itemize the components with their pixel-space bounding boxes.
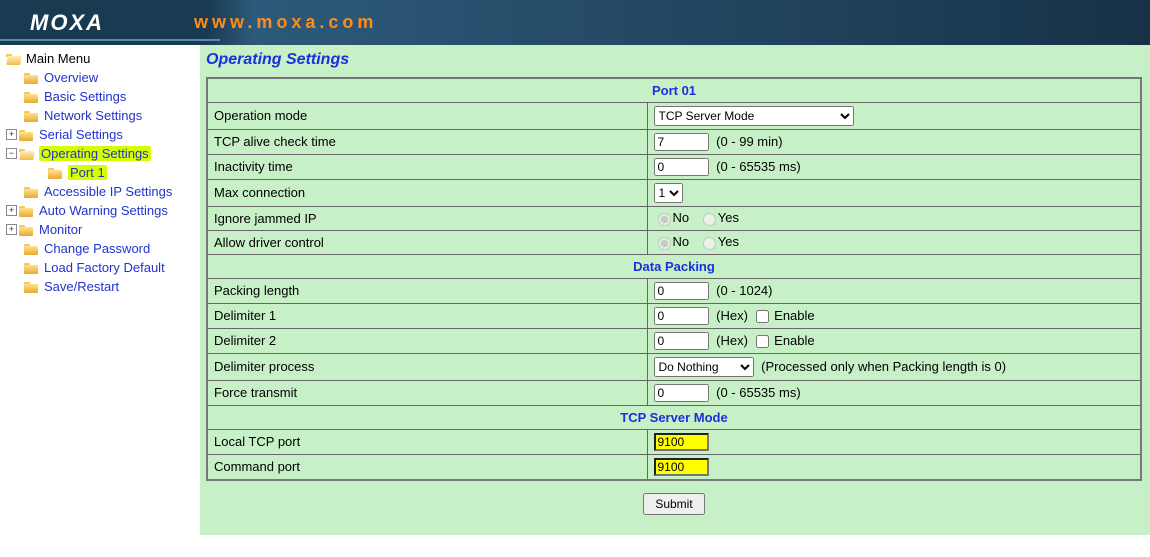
folder-icon bbox=[19, 204, 35, 218]
delim2-enable-label: Enable bbox=[774, 333, 814, 348]
tcp-alive-input[interactable] bbox=[654, 133, 709, 151]
sidebar-item-label[interactable]: Port 1 bbox=[68, 165, 107, 180]
ignore-jammed-yes-radio[interactable] bbox=[703, 213, 716, 226]
expand-icon[interactable]: + bbox=[6, 129, 17, 140]
allow-driver-yes-radio[interactable] bbox=[703, 237, 716, 250]
logo-text: MOXA bbox=[30, 10, 104, 36]
force-tx-input[interactable] bbox=[654, 384, 709, 402]
sidebar-item-accessible-ip-settings[interactable]: Accessible IP Settings bbox=[2, 182, 200, 201]
ignore-jammed-no-label[interactable]: No bbox=[654, 210, 690, 225]
delim1-enable-label: Enable bbox=[774, 308, 814, 323]
row-operation-mode-label: Operation mode bbox=[207, 102, 647, 129]
sidebar-item-serial-settings[interactable]: + Serial Settings bbox=[2, 125, 200, 144]
sidebar-item-label[interactable]: Basic Settings bbox=[44, 89, 126, 104]
row-force-tx-label: Force transmit bbox=[207, 380, 647, 405]
cmd-port-input[interactable] bbox=[654, 458, 709, 476]
sidebar-item-auto-warning-settings[interactable]: + Auto Warning Settings bbox=[2, 201, 200, 220]
delim1-hint: (Hex) bbox=[716, 308, 748, 323]
sidebar-item-change-password[interactable]: Change Password bbox=[2, 239, 200, 258]
row-tcp-alive-label: TCP alive check time bbox=[207, 129, 647, 154]
section-port: Port 01 bbox=[207, 78, 1141, 102]
logo-underline bbox=[0, 39, 220, 41]
folder-icon bbox=[48, 166, 64, 180]
folder-icon bbox=[24, 280, 40, 294]
row-delim1-label: Delimiter 1 bbox=[207, 303, 647, 328]
allow-driver-no-label[interactable]: No bbox=[654, 234, 690, 249]
folder-open-icon bbox=[19, 147, 35, 161]
folder-icon bbox=[19, 128, 35, 142]
folder-icon bbox=[24, 109, 40, 123]
delim-proc-hint: (Processed only when Packing length is 0… bbox=[761, 359, 1006, 374]
sidebar-item-label[interactable]: Accessible IP Settings bbox=[44, 184, 172, 199]
expand-icon[interactable]: + bbox=[6, 224, 17, 235]
allow-driver-yes-label[interactable]: Yes bbox=[699, 234, 739, 249]
tcp-alive-hint: (0 - 99 min) bbox=[716, 134, 782, 149]
row-allow-driver-label: Allow driver control bbox=[207, 230, 647, 254]
row-cmd-port-label: Command port bbox=[207, 454, 647, 480]
folder-icon bbox=[24, 185, 40, 199]
tree-root-label: Main Menu bbox=[26, 51, 90, 66]
sidebar-item-label[interactable]: Network Settings bbox=[44, 108, 142, 123]
sidebar-item-label[interactable]: Monitor bbox=[39, 222, 82, 237]
sidebar-item-basic-settings[interactable]: Basic Settings bbox=[2, 87, 200, 106]
packing-len-input[interactable] bbox=[654, 282, 709, 300]
sidebar-item-label[interactable]: Save/Restart bbox=[44, 279, 119, 294]
sidebar-item-label[interactable]: Auto Warning Settings bbox=[39, 203, 168, 218]
folder-icon bbox=[24, 261, 40, 275]
delim1-enable-checkbox[interactable] bbox=[756, 310, 769, 323]
sidebar-item-save-restart[interactable]: Save/Restart bbox=[2, 277, 200, 296]
content-area: Operating Settings Port 01 Operation mod… bbox=[200, 45, 1150, 535]
sidebar-item-monitor[interactable]: + Monitor bbox=[2, 220, 200, 239]
packing-len-hint: (0 - 1024) bbox=[716, 283, 772, 298]
collapse-icon[interactable]: − bbox=[6, 148, 17, 159]
row-maxconn-label: Max connection bbox=[207, 179, 647, 206]
local-port-input[interactable] bbox=[654, 433, 709, 451]
force-tx-hint: (0 - 65535 ms) bbox=[716, 385, 801, 400]
allow-driver-no-radio[interactable] bbox=[658, 237, 671, 250]
folder-icon bbox=[24, 71, 40, 85]
tree-root[interactable]: Main Menu bbox=[2, 49, 200, 68]
row-local-port-label: Local TCP port bbox=[207, 429, 647, 454]
maxconn-select[interactable]: 1 bbox=[654, 183, 683, 203]
page-title: Operating Settings bbox=[206, 51, 1142, 69]
sidebar-item-operating-settings[interactable]: − Operating Settings bbox=[2, 144, 200, 163]
sidebar-item-label[interactable]: Operating Settings bbox=[39, 146, 151, 161]
header-bar: MOXA www.moxa.com bbox=[0, 0, 1150, 45]
folder-icon bbox=[19, 223, 35, 237]
delim2-hint: (Hex) bbox=[716, 333, 748, 348]
expand-icon[interactable]: + bbox=[6, 205, 17, 216]
sidebar-item-label[interactable]: Overview bbox=[44, 70, 98, 85]
folder-icon bbox=[24, 90, 40, 104]
inactivity-input[interactable] bbox=[654, 158, 709, 176]
sidebar-item-load-factory-default[interactable]: Load Factory Default bbox=[2, 258, 200, 277]
sidebar-item-label[interactable]: Serial Settings bbox=[39, 127, 123, 142]
delim-proc-select[interactable]: Do Nothing bbox=[654, 357, 754, 377]
folder-open-icon bbox=[6, 52, 22, 66]
folder-icon bbox=[24, 242, 40, 256]
sidebar-item-overview[interactable]: Overview bbox=[2, 68, 200, 87]
sidebar-item-label[interactable]: Load Factory Default bbox=[44, 260, 165, 275]
sidebar-item-port-1[interactable]: Port 1 bbox=[2, 163, 200, 182]
section-tcp-server: TCP Server Mode bbox=[207, 405, 1141, 429]
header-url[interactable]: www.moxa.com bbox=[194, 12, 377, 33]
row-packing-len-label: Packing length bbox=[207, 278, 647, 303]
delim1-input[interactable] bbox=[654, 307, 709, 325]
submit-button[interactable]: Submit bbox=[643, 493, 704, 515]
operation-mode-select[interactable]: TCP Server Mode bbox=[654, 106, 854, 126]
section-data-packing: Data Packing bbox=[207, 254, 1141, 278]
inactivity-hint: (0 - 65535 ms) bbox=[716, 159, 801, 174]
settings-table: Port 01 Operation mode TCP Server Mode T… bbox=[206, 77, 1142, 481]
sidebar-item-network-settings[interactable]: Network Settings bbox=[2, 106, 200, 125]
sidebar: Main Menu Overview Basic Settings Network … bbox=[0, 45, 200, 535]
row-delim-proc-label: Delimiter process bbox=[207, 353, 647, 380]
delim2-input[interactable] bbox=[654, 332, 709, 350]
row-inactivity-label: Inactivity time bbox=[207, 154, 647, 179]
ignore-jammed-no-radio[interactable] bbox=[658, 213, 671, 226]
row-ignore-jammed-label: Ignore jammed IP bbox=[207, 206, 647, 230]
ignore-jammed-yes-label[interactable]: Yes bbox=[699, 210, 739, 225]
sidebar-item-label[interactable]: Change Password bbox=[44, 241, 150, 256]
row-delim2-label: Delimiter 2 bbox=[207, 328, 647, 353]
delim2-enable-checkbox[interactable] bbox=[756, 335, 769, 348]
